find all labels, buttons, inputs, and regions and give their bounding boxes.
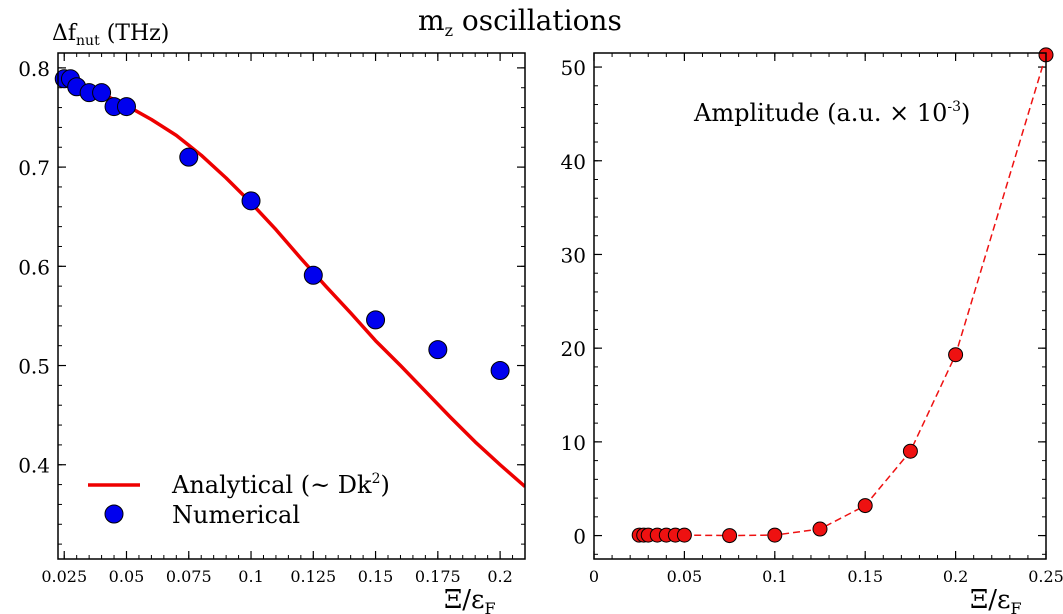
right-x-axis-label: Ξ/εF	[970, 585, 1022, 614]
left-x-axis-label: Ξ/εF	[444, 585, 496, 614]
numerical-point	[303, 265, 323, 285]
x-tick-label: 0.2	[943, 567, 968, 586]
x-tick-label: 0.1	[238, 567, 263, 586]
x-tick-label: 0.25	[1028, 567, 1063, 586]
legend-label-numerical: Numerical	[172, 501, 300, 529]
analytical-curve	[63, 78, 525, 488]
x-tick-label: 0	[589, 567, 599, 586]
numerical-points	[54, 69, 510, 380]
y-tick-label: 10	[561, 431, 586, 455]
legend-marker-swatch	[104, 504, 124, 524]
amplitude-line	[639, 54, 1047, 537]
y-tick-label: 0.6	[18, 255, 50, 279]
x-tick-label: 0.05	[109, 567, 145, 586]
right-tick-labels: 0 0.05 0.1 0.15 0.2 0.25 0 10 20 30 40 50	[561, 56, 1063, 586]
left-axes-frame	[57, 52, 526, 560]
left-tick-labels: 0.025 0.05 0.075 0.1 0.125 0.15 0.175 0.2 0.4 0.5…	[18, 57, 513, 586]
amplitude-points	[631, 47, 1054, 544]
left-y-axis-label: Δfnut (THz)	[52, 21, 169, 49]
y-tick-label: 30	[561, 243, 586, 267]
left-panel: 0.025 0.05 0.075 0.1 0.125 0.15 0.175 0.2 0.4 0.5…	[18, 21, 526, 614]
y-tick-label: 0.8	[18, 57, 50, 81]
figure-title: mz oscillations	[418, 4, 622, 40]
numerical-point	[179, 147, 199, 167]
legend-label-analytical: Analytical (~ Dk2)	[171, 471, 390, 499]
right-panel: 0 0.05 0.1 0.15 0.2 0.25 0 10 20 30 40 50 Amplitude…	[561, 47, 1063, 614]
x-tick-label: 0.075	[166, 567, 212, 586]
y-tick-label: 0	[573, 525, 586, 549]
legend: Analytical (~ Dk2) Numerical	[88, 471, 390, 529]
amplitude-point	[676, 527, 692, 543]
numerical-point	[241, 191, 261, 211]
x-tick-label: 0.1	[762, 567, 787, 586]
x-tick-label: 0.15	[847, 567, 883, 586]
numerical-point	[428, 340, 448, 360]
x-tick-label: 0.125	[290, 567, 336, 586]
numerical-point	[366, 310, 386, 330]
y-tick-label: 20	[561, 337, 586, 361]
amplitude-annotation: Amplitude (a.u. × 10-3)	[693, 99, 970, 127]
amplitude-point	[857, 498, 873, 514]
right-axes-frame	[593, 52, 1047, 560]
numerical-point	[92, 83, 112, 103]
amplitude-point	[722, 528, 738, 544]
x-tick-label: 0.175	[415, 567, 461, 586]
x-tick-label: 0.025	[41, 567, 87, 586]
y-tick-label: 50	[561, 56, 586, 80]
numerical-point	[116, 97, 136, 117]
x-tick-label: 0.05	[667, 567, 703, 586]
x-tick-label: 0.2	[487, 567, 512, 586]
numerical-point	[490, 360, 510, 380]
amplitude-dashed-line	[639, 54, 1047, 537]
amplitude-point	[812, 521, 828, 537]
x-tick-label: 0.15	[358, 567, 394, 586]
y-tick-label: 0.4	[18, 454, 50, 478]
y-tick-label: 40	[561, 150, 586, 174]
amplitude-point	[767, 527, 783, 543]
amplitude-point	[902, 443, 918, 459]
y-tick-label: 0.5	[18, 355, 50, 379]
amplitude-point	[948, 347, 964, 363]
analytical-line	[63, 78, 525, 488]
y-tick-label: 0.7	[18, 156, 50, 180]
right-ticks	[593, 53, 1047, 559]
